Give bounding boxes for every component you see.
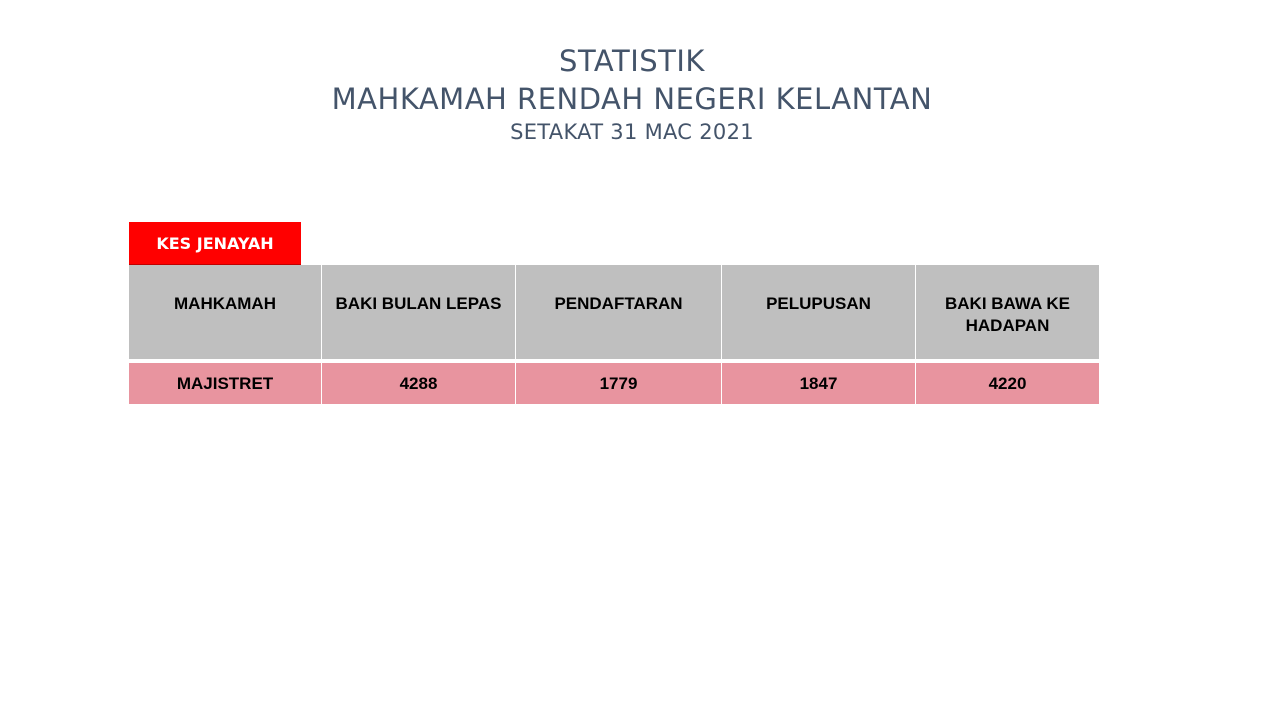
statistics-table: MAHKAMAH BAKI BULAN LEPAS PENDAFTARAN PE… bbox=[129, 265, 1099, 404]
header-baki-bulan-lepas: BAKI BULAN LEPAS bbox=[322, 265, 516, 363]
title-court-name: MAHKAMAH RENDAH NEGERI KELANTAN bbox=[331, 82, 933, 116]
section-label-kes-jenayah: KES JENAYAH bbox=[129, 222, 301, 265]
cell-pelupusan: 1847 bbox=[722, 363, 916, 404]
title-date: SETAKAT 31 MAC 2021 bbox=[510, 120, 754, 144]
header-mahkamah: MAHKAMAH bbox=[129, 265, 322, 363]
table-row: MAJISTRET 4288 1779 1847 4220 bbox=[129, 363, 1099, 404]
header-baki-bawa-ke-hadapan: BAKI BAWA KE HADAPAN bbox=[916, 265, 1099, 363]
cell-baki-bawa-ke-hadapan: 4220 bbox=[916, 363, 1099, 404]
cell-baki-bulan-lepas: 4288 bbox=[322, 363, 516, 404]
header-pelupusan: PELUPUSAN bbox=[722, 265, 916, 363]
header-pendaftaran: PENDAFTARAN bbox=[516, 265, 722, 363]
table-header-row: MAHKAMAH BAKI BULAN LEPAS PENDAFTARAN PE… bbox=[129, 265, 1099, 363]
cell-mahkamah: MAJISTRET bbox=[129, 363, 322, 404]
slide-title: STATISTIK MAHKAMAH RENDAH NEGERI KELANTA… bbox=[0, 42, 1264, 146]
cell-pendaftaran: 1779 bbox=[516, 363, 722, 404]
title-statistik: STATISTIK bbox=[559, 44, 705, 78]
